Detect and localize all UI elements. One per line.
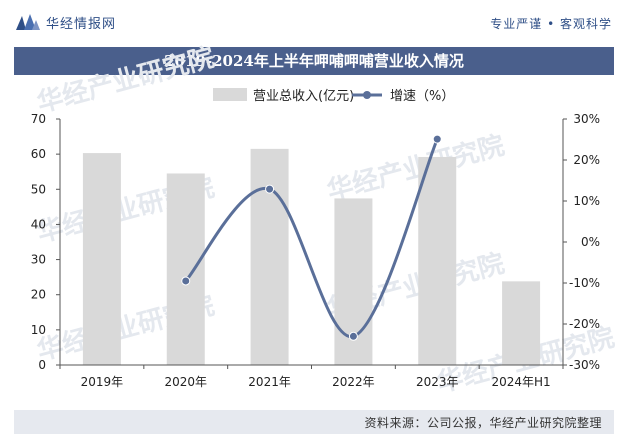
brand-name: 华经情报网 xyxy=(46,16,117,32)
y-right-tick-label: -10% xyxy=(569,276,600,290)
footer-bar: 资料来源：公司公报，华经产业研究院整理 xyxy=(14,410,614,434)
header-slogan: 专业严谨 • 客观科学 xyxy=(490,17,612,31)
y-right-tick-label: 0% xyxy=(581,235,600,249)
growth-point xyxy=(432,134,442,144)
source-note: 资料来源：公司公报，华经产业研究院整理 xyxy=(364,416,602,430)
y-left-tick-label: 60 xyxy=(31,147,46,161)
y-left-tick-label: 70 xyxy=(31,112,46,126)
x-tick-label: 2020年 xyxy=(164,375,207,389)
bar xyxy=(250,148,289,365)
y-left-tick-label: 30 xyxy=(31,253,46,267)
watermark-text: 华经产业研究院 xyxy=(324,130,508,207)
growth-point xyxy=(348,331,358,341)
y-left-tick-label: 10 xyxy=(31,323,46,337)
bar xyxy=(502,281,541,365)
chart-title: 2019-2024年上半年呷哺呷哺营业收入情况 xyxy=(164,52,464,70)
y-left-tick-label: 40 xyxy=(31,217,46,231)
legend-bar-swatch xyxy=(213,88,247,101)
legend-bar-label: 营业总收入(亿元) xyxy=(253,89,354,104)
chart-title-bar: 2019-2024年上半年呷哺呷哺营业收入情况 xyxy=(14,47,614,75)
y-right-tick-label: -30% xyxy=(569,358,600,372)
bar xyxy=(166,173,205,365)
y-right-tick-label: -20% xyxy=(569,317,600,331)
bar xyxy=(418,156,457,365)
y-left-tick-label: 0 xyxy=(38,358,46,372)
legend-line-label: 增速（%） xyxy=(390,89,454,104)
watermark-text: 华经产业研究院 xyxy=(34,42,218,119)
legend-line-marker xyxy=(363,91,371,99)
x-tick-label: 2024年H1 xyxy=(491,375,550,389)
y-left-tick-label: 50 xyxy=(31,182,46,196)
header-bar: 华经情报网 专业严谨 • 客观科学 xyxy=(0,0,628,44)
bar xyxy=(82,153,121,365)
x-tick-label: 2021年 xyxy=(248,375,291,389)
x-tick-label: 2023年 xyxy=(416,375,459,389)
y-right-tick-label: 30% xyxy=(573,112,600,126)
growth-point xyxy=(181,276,191,286)
y-right-tick-label: 20% xyxy=(573,153,600,167)
brand: 华经情报网 xyxy=(14,12,116,32)
x-tick-label: 2019年 xyxy=(81,375,124,389)
growth-line xyxy=(184,138,439,338)
brand-logo-icon xyxy=(14,12,40,32)
y-right-tick-label: 10% xyxy=(573,194,600,208)
x-tick-label: 2022年 xyxy=(332,375,375,389)
y-left-tick-label: 20 xyxy=(31,288,46,302)
growth-point xyxy=(265,184,275,194)
